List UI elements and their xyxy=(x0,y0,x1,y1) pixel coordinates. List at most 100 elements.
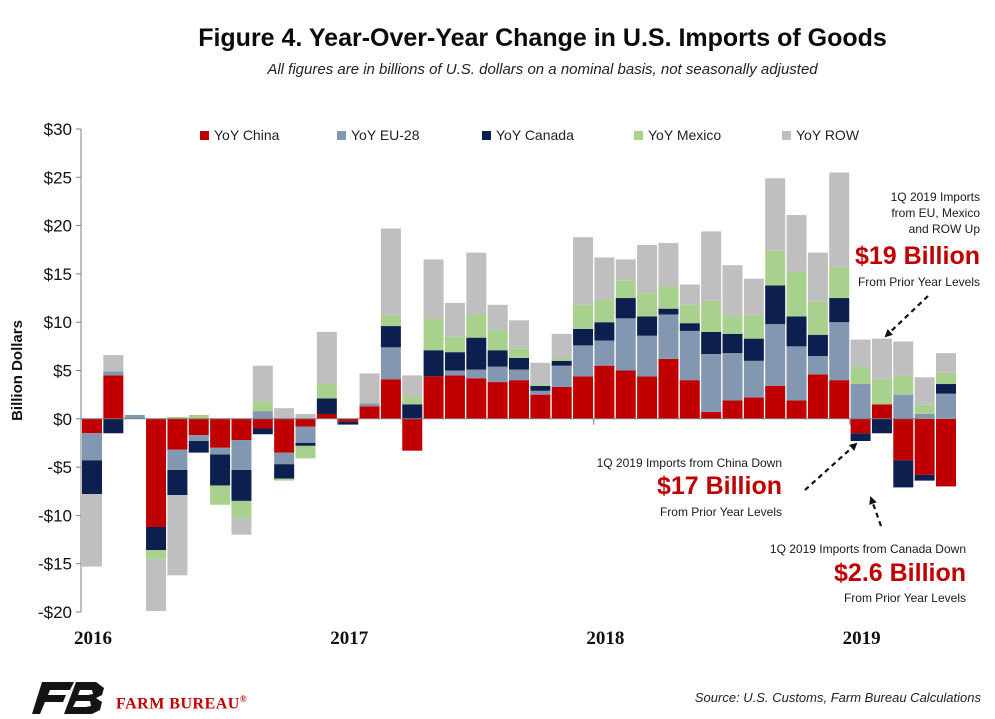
bar-row xyxy=(380,228,401,316)
legend-swatch-china xyxy=(200,131,209,140)
bar-china xyxy=(210,418,231,448)
y-tick-label: -$20 xyxy=(38,603,72,622)
farm-bureau-logo-icon xyxy=(32,682,104,714)
bar-eu xyxy=(444,370,465,376)
bar-canada xyxy=(509,357,529,370)
bar-row xyxy=(722,265,743,317)
bar-canada xyxy=(573,328,594,346)
bar-mexico xyxy=(893,375,914,395)
bar-eu xyxy=(509,369,529,381)
bar-eu xyxy=(103,371,124,376)
bar-mexico xyxy=(786,271,807,317)
bar-eu xyxy=(893,394,914,419)
bar-row xyxy=(103,355,124,372)
x-year-label: 2018 xyxy=(586,628,624,649)
bar-canada xyxy=(701,331,722,355)
bar-mexico xyxy=(701,300,722,332)
bar-china xyxy=(423,376,444,419)
bar-mexico xyxy=(615,280,636,299)
bar-eu xyxy=(274,452,295,465)
bar-canada xyxy=(914,474,935,481)
bar-canada xyxy=(786,316,807,347)
bar-canada xyxy=(423,350,444,377)
bar-china xyxy=(466,378,487,419)
bar-mexico xyxy=(146,550,167,559)
bar-canada xyxy=(615,298,636,319)
legend-item-china: YoY China xyxy=(200,126,279,144)
bar-row xyxy=(786,214,807,272)
bar-mexico xyxy=(743,315,764,339)
bar-eu xyxy=(359,403,380,407)
bar-eu xyxy=(786,346,807,401)
bar-china xyxy=(701,412,722,419)
bar-china xyxy=(530,394,551,419)
bar-china xyxy=(82,418,102,434)
bar-row xyxy=(444,302,465,337)
bar-canada xyxy=(231,469,252,501)
bar-mexico xyxy=(936,372,956,385)
bar-mexico xyxy=(509,348,529,358)
bar-row xyxy=(743,278,764,316)
bar-canada xyxy=(316,398,337,414)
annotation-canada-down-sub: From Prior Year Levels xyxy=(843,591,966,605)
bar-eu xyxy=(231,440,252,470)
legend-item-mexico: YoY Mexico xyxy=(634,126,721,144)
bar-row xyxy=(765,178,786,251)
bar-china xyxy=(103,375,124,419)
farm-bureau-name: FARM BUREAU xyxy=(116,695,240,713)
bar-eu xyxy=(573,345,594,377)
bar-eu xyxy=(82,433,102,461)
annotation-canada-down: 1Q 2019 Imports from Canada Down xyxy=(769,542,966,556)
bar-eu xyxy=(914,413,935,419)
bar-china xyxy=(274,418,295,453)
bar-china xyxy=(743,397,764,419)
bar-mexico xyxy=(252,401,273,412)
bar-eu xyxy=(701,354,722,413)
bar-canada xyxy=(936,384,956,394)
bar-canada xyxy=(82,460,102,495)
bar-eu xyxy=(936,393,956,419)
bar-canada xyxy=(252,428,273,435)
bar-canada xyxy=(893,460,914,488)
bar-eu xyxy=(487,366,508,383)
bar-mexico xyxy=(487,329,508,351)
annotation-china-down: 1Q 2019 Imports from China Down xyxy=(596,456,782,470)
bar-mexico xyxy=(850,366,871,385)
bar-china xyxy=(573,376,594,419)
bar-eu xyxy=(743,360,764,398)
y-axis-label: Billion Dollars xyxy=(9,320,26,421)
registered-mark: ® xyxy=(239,694,248,704)
bar-china xyxy=(914,418,935,475)
y-tick-label: $25 xyxy=(44,168,72,187)
bar-canada xyxy=(295,442,316,446)
bar-canada xyxy=(103,418,124,434)
bar-canada xyxy=(274,464,295,479)
bar-eu xyxy=(380,347,401,380)
bar-mexico xyxy=(722,316,743,334)
bar-canada xyxy=(594,322,615,341)
bar-china xyxy=(146,418,167,527)
bar-eu xyxy=(637,335,658,377)
bar-china xyxy=(807,374,828,419)
bar-canada xyxy=(850,433,871,442)
bar-canada xyxy=(167,469,188,496)
legend-item-row: YoY ROW xyxy=(782,126,859,144)
bar-mexico xyxy=(573,304,594,329)
bar-eu xyxy=(658,314,679,359)
annotation-arrow xyxy=(804,442,858,491)
bar-canada xyxy=(807,334,828,357)
bar-mexico xyxy=(807,301,828,335)
annotation-arrows xyxy=(804,295,929,527)
y-tick-label: -$15 xyxy=(38,555,72,574)
bar-row xyxy=(829,172,850,268)
bar-mexico xyxy=(423,318,444,351)
farm-bureau-logo-text: FARM BUREAU® xyxy=(116,694,247,713)
annotation-row-up: 1Q 2019 Imports from EU, Mexico and ROW … xyxy=(840,189,980,237)
bar-eu xyxy=(829,322,850,381)
bar-row xyxy=(679,284,700,305)
bar-eu xyxy=(615,318,636,371)
bar-eu xyxy=(252,411,273,419)
bar-china xyxy=(316,413,337,419)
annotation-row-up-sub: From Prior Year Levels xyxy=(857,275,980,289)
